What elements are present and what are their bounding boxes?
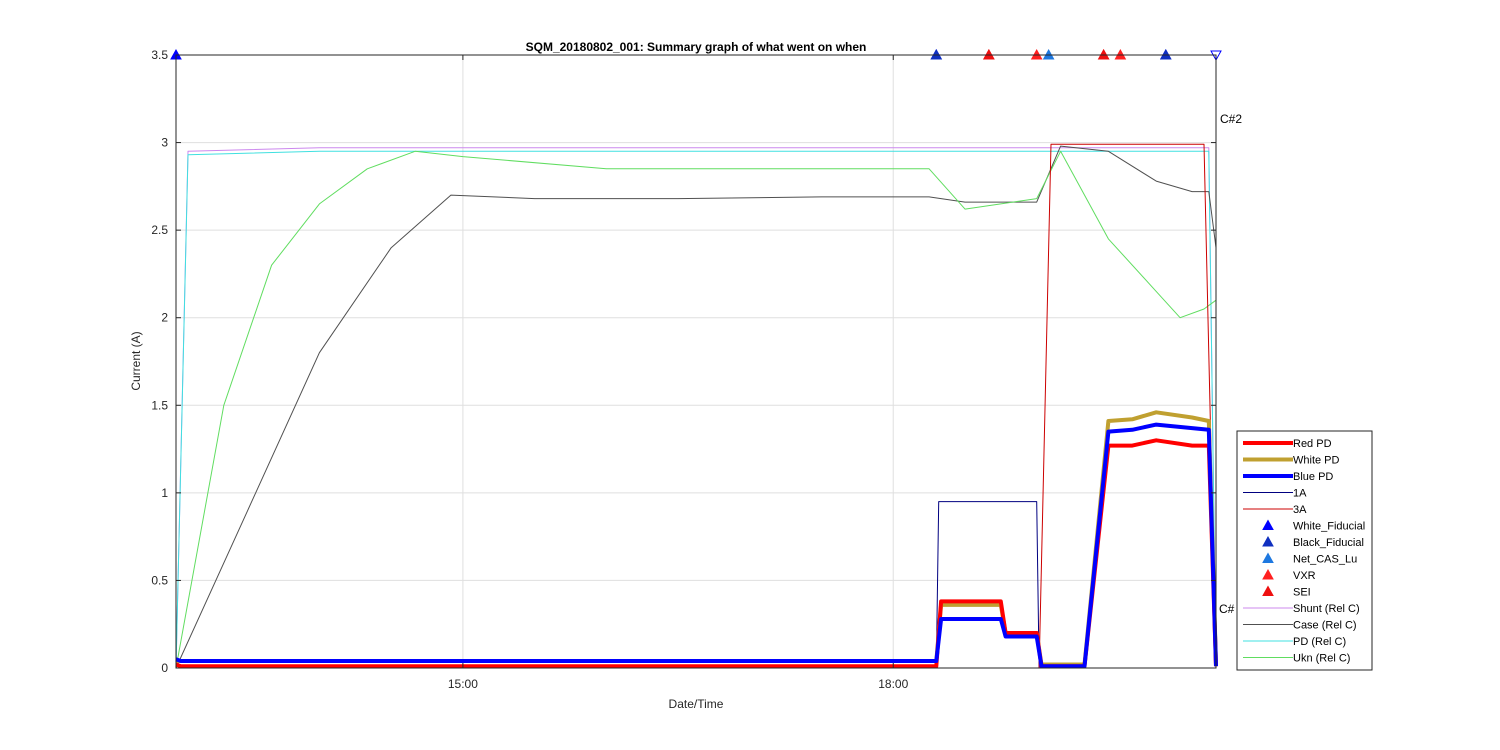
legend-label: VXR: [1293, 570, 1316, 582]
y-tick-label: 0.5: [151, 573, 168, 587]
y-tick-label: 3.5: [151, 48, 168, 62]
legend-label: PD (Rel C): [1293, 636, 1346, 648]
legend-marker: [1262, 585, 1274, 596]
annotation-c: C#: [1219, 602, 1235, 616]
legend-box: [1236, 430, 1373, 671]
legend-label: SEI: [1293, 587, 1311, 599]
legend-marker: [1262, 535, 1274, 547]
chart-title: SQM_20180802_001: Summary graph of what …: [526, 40, 867, 54]
legend-marker: [1262, 568, 1274, 580]
series-line-ukn-rel-c-: [175, 150, 1217, 669]
series-line-shunt-rel-c-: [175, 147, 1217, 669]
legend-label: Blue PD: [1293, 471, 1333, 483]
legend-label: 3A: [1293, 504, 1307, 516]
x-axis-label: Date/Time: [669, 697, 724, 711]
legend: Red PD White PD Blue PD 1A 3A White_Fiducial B…: [1236, 430, 1373, 671]
legend-label: Case (Rel C): [1293, 620, 1357, 632]
legend-label: Red PD: [1293, 438, 1332, 450]
plot-frame: [175, 54, 1217, 669]
legend-label: Black_Fiducial: [1293, 537, 1364, 549]
legend-label: Shunt (Rel C): [1293, 603, 1360, 615]
legend-label: Ukn (Rel C): [1293, 653, 1350, 665]
y-tick-label: 1.5: [151, 398, 168, 412]
x-tick-label: 18:00: [878, 677, 908, 691]
series-line-case-rel-c-: [175, 145, 1217, 669]
legend-label: White PD: [1293, 455, 1340, 467]
legend-marker: [1262, 552, 1274, 563]
legend-label: 1A: [1293, 488, 1307, 500]
y-tick-label: 2: [161, 311, 168, 325]
legend-label: White_Fiducial: [1293, 521, 1365, 533]
y-tick-label: 2.5: [151, 223, 168, 237]
y-tick-label: 3: [161, 136, 168, 150]
annotation-c2: C#2: [1220, 112, 1242, 126]
y-tick-label: 1: [161, 486, 168, 500]
series-line-pd-rel-c-: [175, 150, 1217, 669]
y-axis-label: Current (A): [129, 331, 143, 390]
series-line-blue-pd: [175, 422, 1218, 669]
legend-label: Net_CAS_Lu: [1293, 554, 1357, 566]
ticks: 0 0.5 1 1.5 2 2.5 3 3.5 15:00 18:00: [151, 48, 1216, 691]
y-tick-label: 0: [161, 661, 168, 675]
x-tick-label: 15:00: [448, 677, 478, 691]
legend-marker: [1262, 519, 1274, 530]
